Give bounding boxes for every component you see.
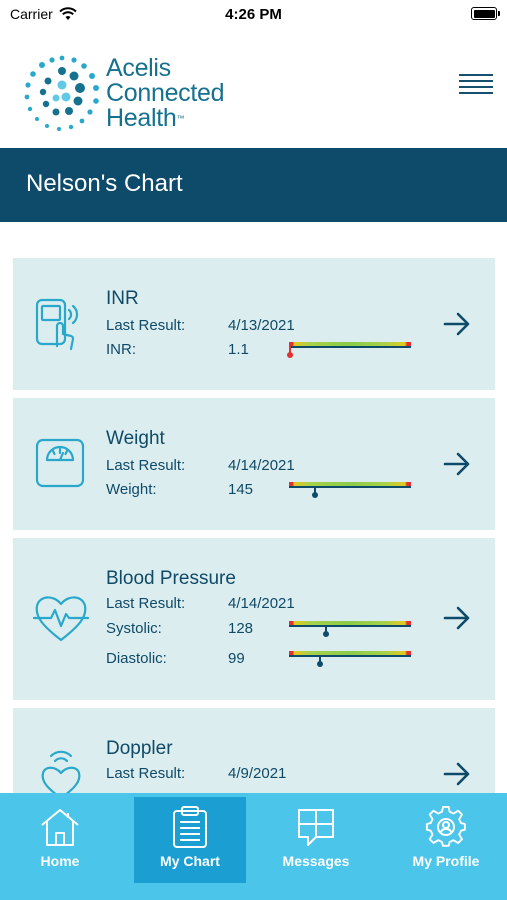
scale-icon (35, 438, 85, 488)
battery-icon (471, 7, 500, 20)
range-gauge (289, 621, 411, 637)
reading-value: 1.1 (228, 341, 249, 358)
wifi-icon (59, 7, 77, 20)
inr-device-icon (35, 298, 79, 351)
last-result-date: 4/14/2021 (228, 595, 295, 612)
card-title: INR (106, 288, 139, 309)
reading-label: INR: (106, 341, 136, 358)
range-gauge (287, 342, 411, 358)
page-title: Nelson's Chart (26, 170, 183, 197)
last-result-date: 4/9/2021 (228, 765, 287, 782)
range-gauge (289, 651, 411, 667)
card-title: Doppler (106, 738, 173, 759)
carrier-label: Carrier (10, 6, 53, 22)
heart-signal-icon (41, 750, 81, 800)
reading-label: Diastolic: (106, 650, 167, 667)
tab-home[interactable]: Home (4, 793, 116, 883)
last-result-label: Last Result: (106, 457, 186, 474)
logo-wordmark: Acelis Connected Health™ (106, 54, 225, 132)
last-result-label: Last Result: (106, 595, 186, 612)
tab-label: My Chart (160, 853, 220, 869)
arrow-right-icon[interactable] (443, 762, 471, 786)
carrier-indicator: Carrier (10, 6, 77, 22)
bottom-tab-bar: Home My Chart Messages (0, 793, 507, 900)
hamburger-menu-icon[interactable] (459, 74, 493, 100)
logo-line-2: Connected (106, 79, 225, 107)
gauge-marker (323, 625, 328, 637)
reading-value: 128 (228, 620, 254, 637)
tab-my-profile[interactable]: My Profile (390, 793, 502, 883)
logo-dots-icon (24, 55, 99, 131)
last-result-label: Last Result: (106, 765, 186, 782)
tab-label: Messages (282, 853, 350, 869)
logo-trademark: ™ (176, 114, 185, 123)
reading-label: Weight: (106, 481, 157, 498)
last-result-date: 4/13/2021 (228, 317, 295, 334)
card-blood-pressure[interactable]: Blood Pressure Last Result: 4/14/2021 Sy… (13, 538, 495, 700)
range-gauge (289, 482, 411, 498)
heart-pulse-icon (33, 596, 89, 642)
arrow-right-icon[interactable] (443, 606, 471, 630)
gauge-marker (317, 655, 322, 667)
card-title: Blood Pressure (106, 568, 236, 589)
last-result-date: 4/14/2021 (228, 457, 295, 474)
card-weight[interactable]: Weight Last Result: 4/14/2021 Weight: 14… (13, 398, 495, 530)
arrow-right-icon[interactable] (443, 312, 471, 336)
card-title: Weight (106, 428, 165, 449)
app-header: Acelis Connected Health™ (0, 30, 507, 148)
tab-messages[interactable]: Messages (260, 793, 372, 883)
status-time: 4:26 PM (225, 6, 282, 23)
gear-icon (425, 805, 466, 847)
tab-label: Home (40, 853, 80, 869)
gauge-marker (312, 486, 317, 498)
reading-value: 145 (228, 481, 254, 498)
page-title-bar: Nelson's Chart (0, 148, 507, 222)
last-result-label: Last Result: (106, 317, 186, 334)
reading-value: 99 (228, 650, 245, 667)
messages-icon (298, 809, 334, 846)
reading-label: Systolic: (106, 620, 162, 637)
logo-line-1: Acelis (106, 54, 171, 82)
clipboard-icon (173, 806, 207, 848)
card-doppler[interactable]: Doppler Last Result: 4/9/2021 (13, 708, 495, 808)
tab-label: My Profile (412, 853, 480, 869)
card-inr[interactable]: INR Last Result: 4/13/2021 INR: 1.1 (13, 258, 495, 390)
home-icon (41, 809, 79, 846)
tab-my-chart[interactable]: My Chart (134, 797, 246, 883)
gauge-marker (287, 346, 292, 358)
logo-line-3: Health (106, 104, 177, 132)
arrow-right-icon[interactable] (443, 452, 471, 476)
status-bar: Carrier 4:26 PM (0, 0, 507, 30)
